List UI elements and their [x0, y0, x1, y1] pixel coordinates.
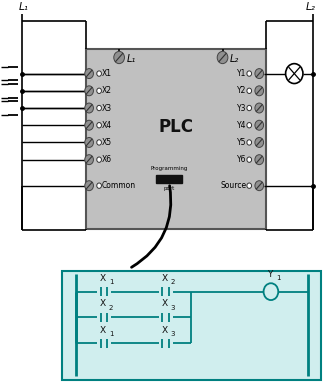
Text: X: X	[100, 300, 106, 308]
Text: X: X	[161, 274, 168, 283]
Circle shape	[85, 120, 93, 130]
Circle shape	[85, 69, 93, 78]
Text: Y4: Y4	[237, 121, 247, 130]
Circle shape	[247, 105, 252, 111]
Text: Programming: Programming	[150, 166, 188, 171]
Text: 2: 2	[171, 279, 175, 285]
Circle shape	[255, 181, 264, 191]
Bar	[62, 270, 321, 379]
Circle shape	[97, 71, 102, 76]
Circle shape	[217, 51, 228, 64]
Circle shape	[247, 140, 252, 145]
Circle shape	[247, 157, 252, 162]
Circle shape	[255, 120, 264, 130]
Circle shape	[264, 283, 278, 300]
Circle shape	[85, 86, 93, 96]
Text: L₁: L₁	[127, 54, 136, 64]
Circle shape	[97, 140, 102, 145]
Text: L₂: L₂	[306, 2, 316, 12]
Text: X4: X4	[102, 121, 112, 130]
Circle shape	[97, 88, 102, 94]
Text: X: X	[100, 326, 106, 334]
Text: X3: X3	[102, 104, 112, 113]
Circle shape	[247, 123, 252, 128]
Text: Y6: Y6	[237, 155, 247, 164]
Circle shape	[85, 137, 93, 147]
Circle shape	[255, 103, 264, 113]
Text: 1: 1	[276, 275, 281, 281]
Text: X6: X6	[102, 155, 112, 164]
Text: L₁: L₁	[19, 2, 29, 12]
Circle shape	[85, 103, 93, 113]
Text: X: X	[100, 274, 106, 283]
Bar	[86, 49, 266, 229]
Circle shape	[255, 137, 264, 147]
Text: X2: X2	[102, 86, 112, 95]
Text: Y5: Y5	[237, 138, 247, 147]
Text: PLC: PLC	[158, 118, 193, 136]
Text: X: X	[161, 326, 168, 334]
Circle shape	[255, 86, 264, 96]
Circle shape	[97, 157, 102, 162]
Text: X: X	[161, 300, 168, 308]
Text: Common: Common	[102, 181, 136, 190]
Text: 2: 2	[109, 305, 113, 311]
Text: 1: 1	[109, 331, 113, 337]
Text: Y: Y	[267, 270, 272, 279]
Text: Y3: Y3	[237, 104, 247, 113]
Bar	[156, 175, 182, 183]
Text: Source: Source	[220, 181, 247, 190]
Text: X1: X1	[102, 69, 112, 78]
Text: port: port	[163, 186, 175, 191]
Circle shape	[85, 155, 93, 165]
Text: X5: X5	[102, 138, 112, 147]
Circle shape	[85, 181, 93, 191]
Circle shape	[286, 64, 303, 83]
Circle shape	[114, 51, 125, 64]
Circle shape	[97, 105, 102, 111]
Text: L₂: L₂	[230, 54, 239, 64]
Circle shape	[255, 69, 264, 78]
Text: Y2: Y2	[237, 86, 247, 95]
Circle shape	[97, 183, 102, 188]
Circle shape	[247, 183, 252, 188]
Text: 3: 3	[171, 331, 175, 337]
Circle shape	[247, 71, 252, 76]
Circle shape	[247, 88, 252, 94]
Circle shape	[255, 155, 264, 165]
Text: 1: 1	[109, 279, 113, 285]
Circle shape	[97, 123, 102, 128]
Text: 3: 3	[171, 305, 175, 311]
Text: Y1: Y1	[237, 69, 247, 78]
